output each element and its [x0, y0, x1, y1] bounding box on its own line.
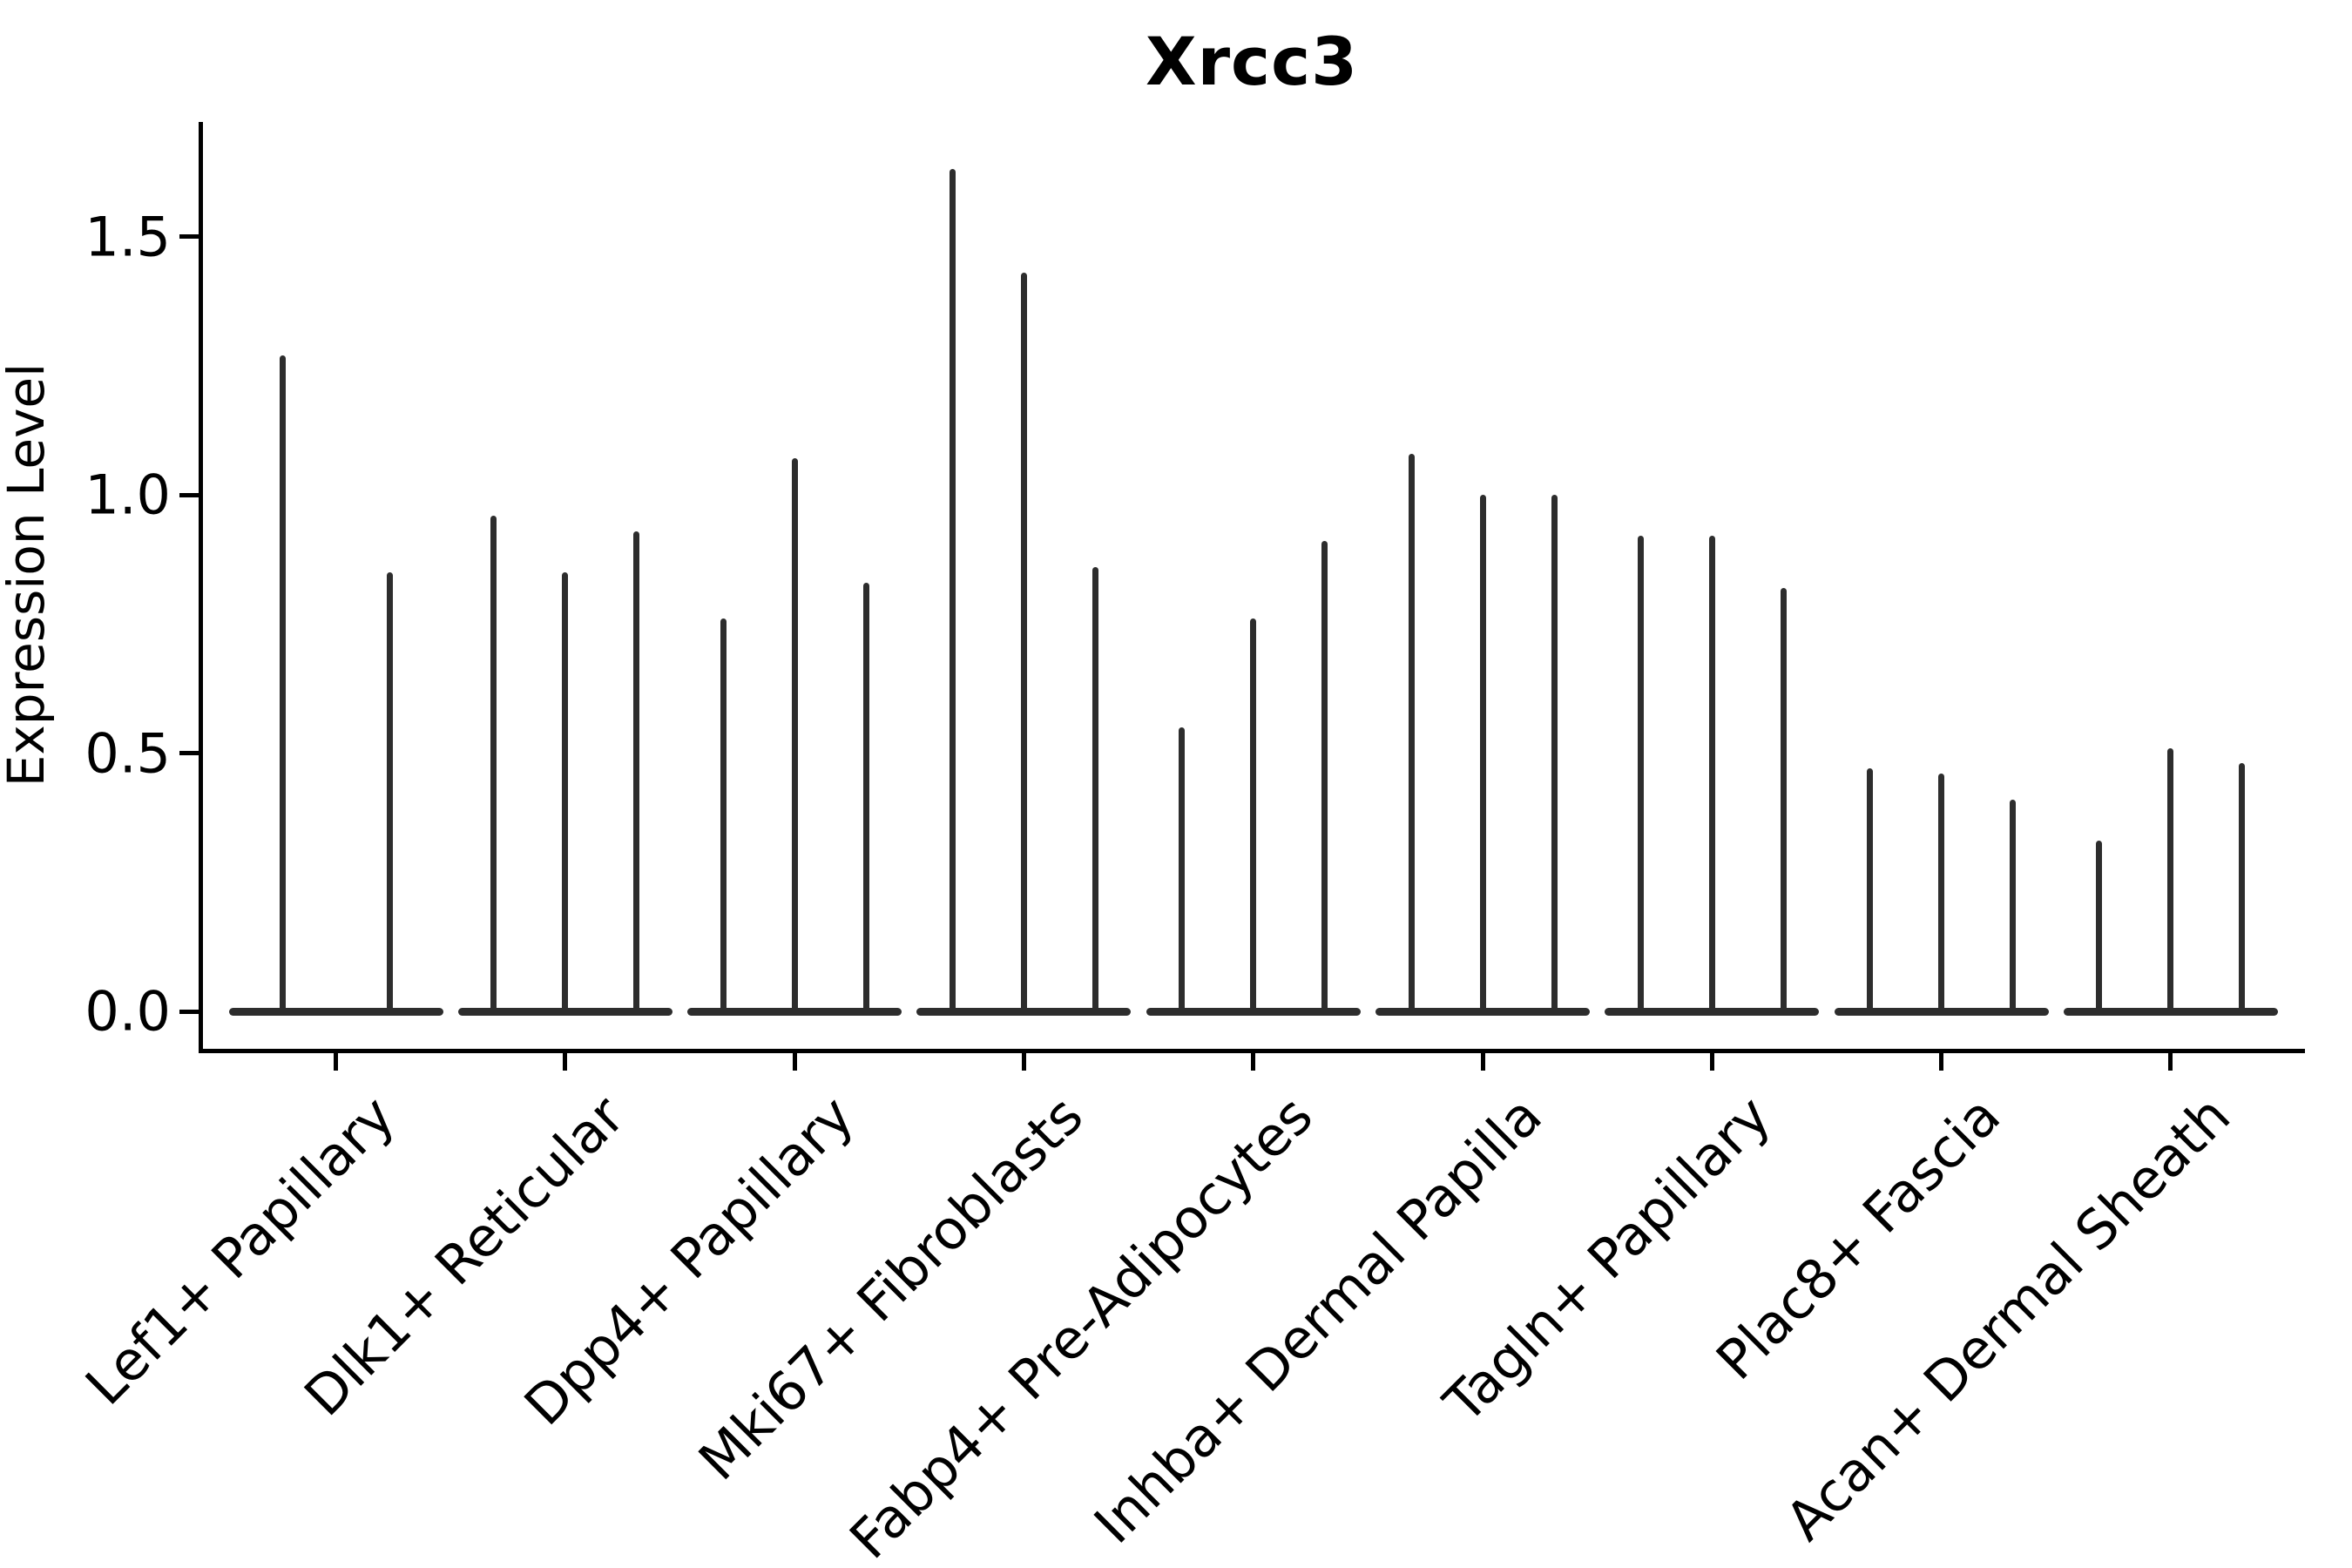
- violin-spike: [279, 355, 286, 1016]
- violin-spike: [1551, 495, 1558, 1016]
- x-category-label: Inhba+ Dermal Papilla: [1081, 1084, 1554, 1556]
- violin-spike: [1867, 768, 1874, 1016]
- violin-spike: [949, 169, 956, 1016]
- x-axis-spine: [199, 1049, 2305, 1053]
- y-tick-label: 0.5: [84, 721, 171, 785]
- y-tick-label: 1.0: [84, 463, 171, 527]
- violin-spike: [720, 618, 727, 1016]
- violin-spike: [1321, 541, 1328, 1016]
- violin-spike: [1637, 536, 1644, 1016]
- y-axis-spine: [199, 122, 203, 1053]
- violin-spike: [633, 531, 640, 1016]
- violin-spike: [791, 458, 798, 1016]
- x-tick-mark: [1251, 1053, 1256, 1071]
- y-tick-mark: [179, 492, 199, 497]
- violin-spike: [1020, 273, 1027, 1016]
- y-tick-mark: [179, 1009, 199, 1014]
- violin-spike: [1780, 587, 1787, 1016]
- violin-spike: [1250, 618, 1257, 1016]
- x-tick-mark: [563, 1053, 568, 1071]
- violin-spike: [2010, 799, 2017, 1016]
- violin-spike: [1708, 536, 1715, 1016]
- violin-spike: [2167, 747, 2174, 1016]
- violin-spike: [490, 515, 497, 1016]
- violin-spike: [1092, 567, 1098, 1016]
- chart-title: Xrcc3: [1145, 23, 1359, 100]
- violin-spike: [2096, 841, 2103, 1016]
- violin-spike: [1479, 495, 1486, 1016]
- violin-base-band: [228, 1007, 443, 1016]
- x-tick-mark: [1939, 1053, 1944, 1071]
- x-tick-mark: [2168, 1053, 2173, 1071]
- y-tick-mark: [179, 234, 199, 239]
- violin-spike: [2239, 763, 2246, 1016]
- x-category-label: Fabp4+ Pre-Adipocytes: [836, 1084, 1325, 1568]
- violin-spike: [386, 571, 393, 1016]
- x-tick-mark: [334, 1053, 338, 1071]
- y-tick-mark: [179, 751, 199, 755]
- violin-spike: [1179, 727, 1186, 1016]
- violin-spike: [1408, 453, 1415, 1016]
- y-tick-label: 0.0: [84, 979, 171, 1044]
- x-tick-mark: [1480, 1053, 1485, 1071]
- violin-spike: [562, 571, 569, 1016]
- violin-spike: [862, 582, 869, 1016]
- x-category-label: Acan+ Dermal Sheath: [1773, 1084, 2242, 1553]
- x-tick-mark: [1021, 1053, 1026, 1071]
- x-tick-mark: [1709, 1053, 1714, 1071]
- violin-spike: [1938, 774, 1945, 1016]
- x-tick-mark: [792, 1053, 797, 1071]
- y-tick-label: 1.5: [84, 205, 171, 268]
- x-category-label: Mki67+ Fibroblasts: [686, 1084, 1096, 1493]
